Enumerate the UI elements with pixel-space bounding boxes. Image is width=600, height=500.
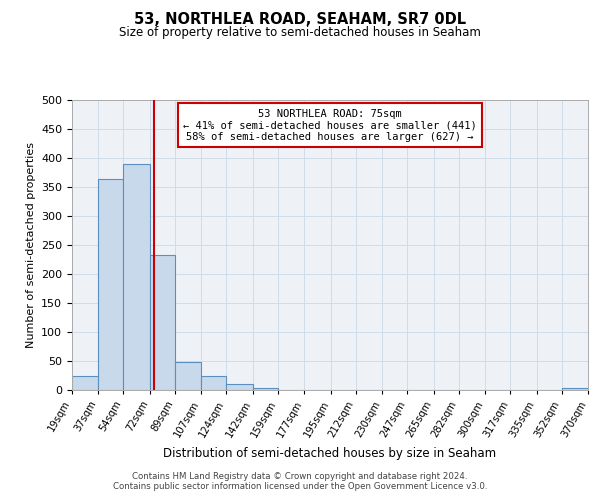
Bar bbox=[175, 362, 202, 390]
Bar bbox=[253, 388, 278, 390]
Bar bbox=[150, 255, 175, 390]
Text: Contains HM Land Registry data © Crown copyright and database right 2024.: Contains HM Land Registry data © Crown c… bbox=[132, 472, 468, 481]
Text: 53 NORTHLEA ROAD: 75sqm
← 41% of semi-detached houses are smaller (441)
58% of s: 53 NORTHLEA ROAD: 75sqm ← 41% of semi-de… bbox=[183, 108, 477, 142]
Bar bbox=[562, 388, 588, 390]
Text: Contains public sector information licensed under the Open Government Licence v3: Contains public sector information licen… bbox=[113, 482, 487, 491]
X-axis label: Distribution of semi-detached houses by size in Seaham: Distribution of semi-detached houses by … bbox=[163, 448, 497, 460]
Bar bbox=[226, 384, 253, 390]
Bar bbox=[98, 180, 124, 390]
Bar bbox=[202, 376, 226, 390]
Text: Size of property relative to semi-detached houses in Seaham: Size of property relative to semi-detach… bbox=[119, 26, 481, 39]
Y-axis label: Number of semi-detached properties: Number of semi-detached properties bbox=[26, 142, 35, 348]
Bar bbox=[124, 164, 150, 390]
Bar bbox=[72, 376, 98, 390]
Text: 53, NORTHLEA ROAD, SEAHAM, SR7 0DL: 53, NORTHLEA ROAD, SEAHAM, SR7 0DL bbox=[134, 12, 466, 28]
